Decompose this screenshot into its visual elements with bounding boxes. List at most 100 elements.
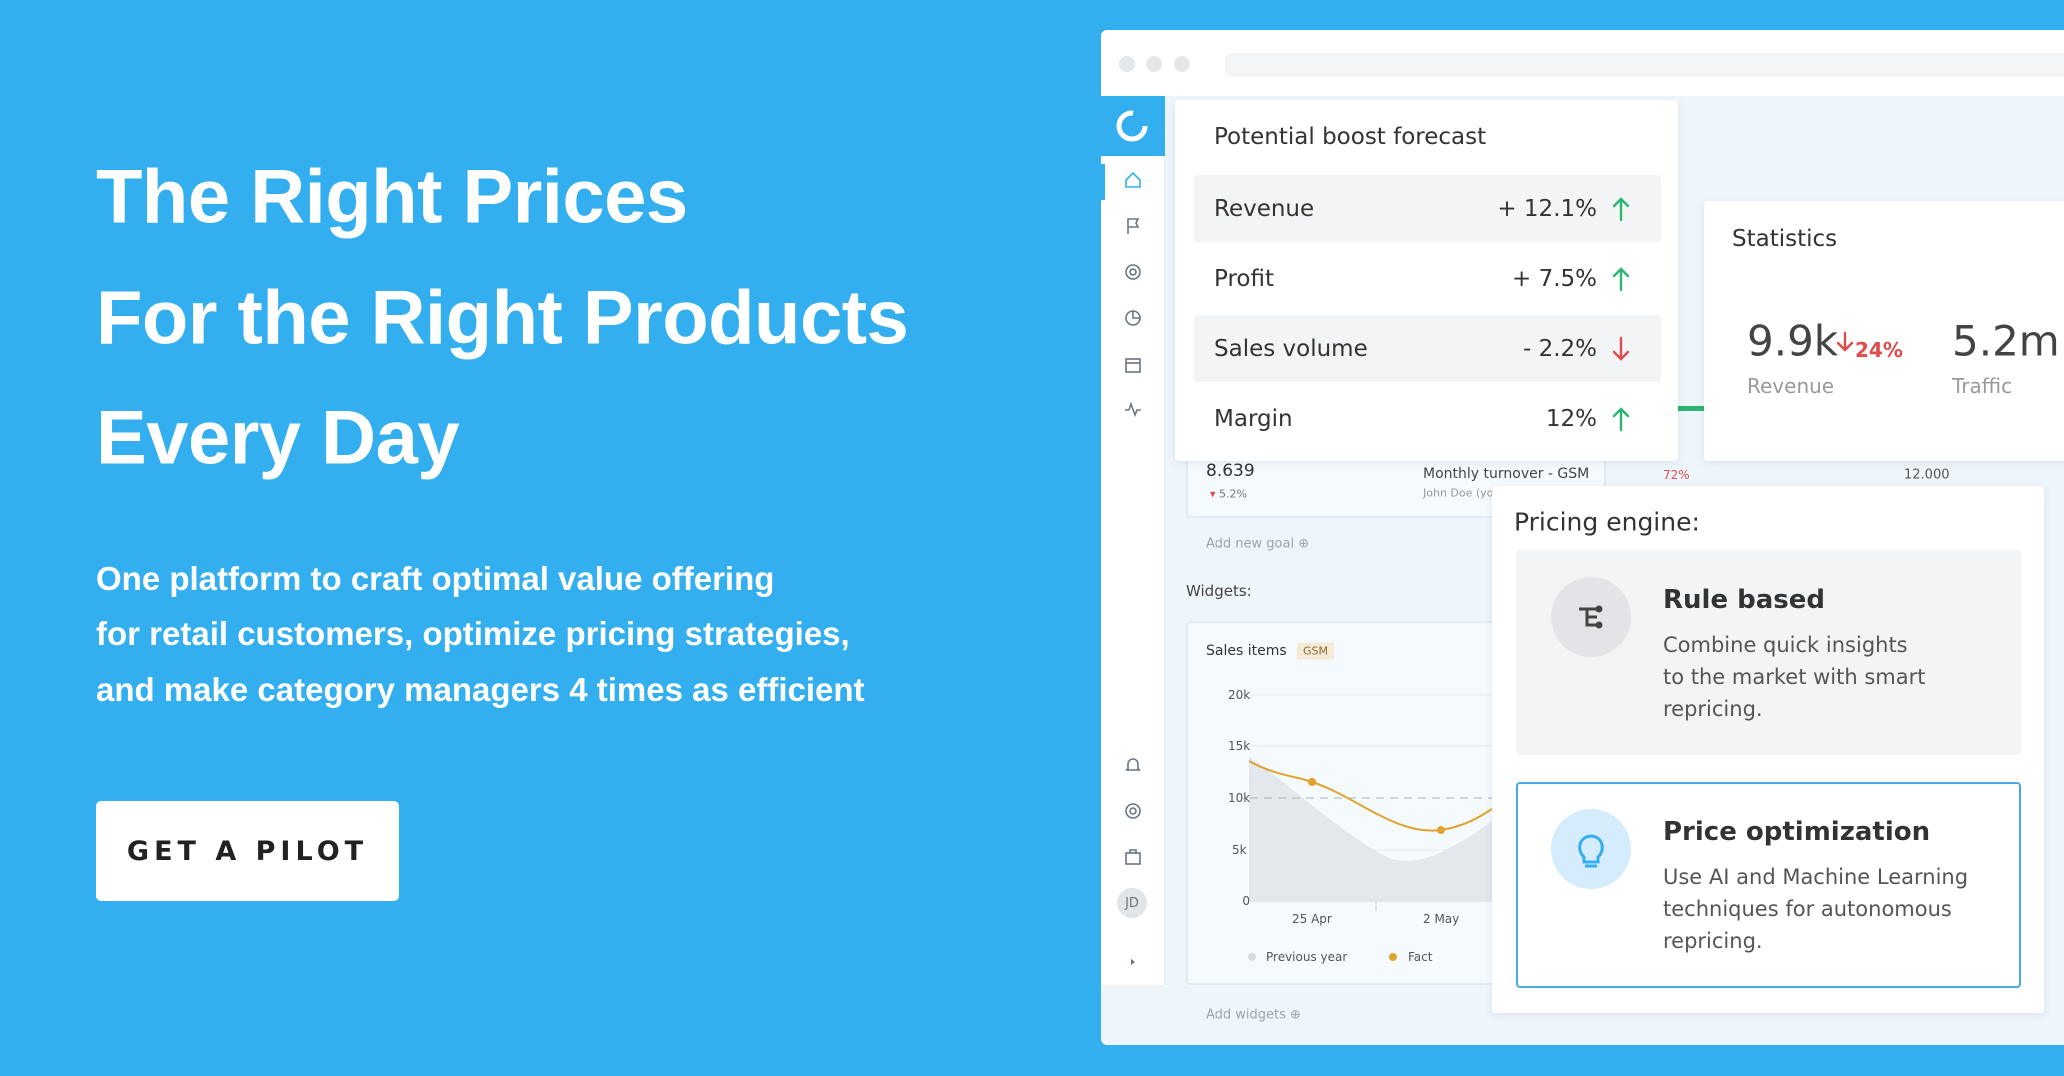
forecast-row: Profit + 7.5%	[1194, 245, 1661, 312]
add-widgets-text: Add widgets	[1206, 1007, 1286, 1023]
row-label: Profit	[1214, 265, 1274, 292]
logo	[1116, 110, 1148, 142]
arrow-shape	[1612, 406, 1630, 431]
nav-calendar[interactable]	[1122, 354, 1144, 376]
widget-title: Sales items	[1206, 643, 1287, 659]
goal-change-text: 5.2%	[1219, 487, 1247, 501]
statistics-card: Statistics 9.9k 24% Revenue 5.2m Traffic	[1704, 201, 2064, 461]
forecast-row: Revenue + 12.1%	[1194, 175, 1661, 242]
nav-pie[interactable]	[1122, 307, 1144, 329]
forecast-card: Potential boost forecast Revenue + 12.1%…	[1175, 100, 1678, 461]
legend-dot	[1389, 953, 1397, 961]
window-dot	[1146, 56, 1162, 72]
forecast-row: Margin 12%	[1194, 385, 1661, 452]
nav-briefcase[interactable]	[1122, 846, 1144, 868]
avatar[interactable]: JD	[1117, 888, 1147, 918]
trend-arrow	[1612, 196, 1630, 221]
row-value: 12%	[1545, 405, 1597, 432]
arrow-shape	[1612, 266, 1630, 291]
rule-icon	[1551, 577, 1631, 657]
browser-toolbar	[1101, 30, 2064, 96]
fact-point	[1437, 826, 1445, 834]
goal-name: Monthly turnover - GSM	[1423, 466, 1590, 482]
trend-arrow	[1612, 336, 1630, 361]
headline: The Right Prices	[96, 154, 688, 240]
option-title: Rule based	[1663, 585, 1826, 615]
widgets-label: Widgets:	[1186, 582, 1252, 600]
y-tick-label: 10k	[1228, 791, 1251, 805]
stat-change: 24%	[1855, 338, 1903, 362]
trend-arrow	[1612, 406, 1630, 431]
statistics-title: Statistics	[1732, 226, 1838, 252]
address-bar	[1225, 53, 2064, 77]
description: and make category managers 4 times as ef…	[96, 671, 865, 708]
row-label: Sales volume	[1214, 335, 1368, 362]
option-card[interactable]: Price optimization Use AI and Machine Le…	[1516, 782, 2021, 988]
y-tick-label: 20k	[1228, 688, 1251, 702]
y-tick-label: 0	[1242, 894, 1250, 908]
trend-arrow	[1612, 266, 1630, 291]
goal-progress: 72%	[1663, 468, 1690, 482]
fact-line	[1248, 760, 1493, 832]
option-description: to the market with smart	[1663, 665, 1926, 689]
nav-bell[interactable]	[1122, 754, 1144, 776]
logo-area	[1101, 96, 1165, 156]
goal-value: 8.639	[1206, 461, 1255, 481]
row-value: + 7.5%	[1511, 265, 1597, 292]
nav-target[interactable]	[1122, 261, 1144, 283]
stat-value: 9.9k	[1747, 316, 1839, 366]
nav-home[interactable]	[1122, 169, 1144, 191]
window-dot	[1174, 56, 1190, 72]
legend-dot	[1248, 953, 1256, 961]
option-title: Price optimization	[1663, 817, 1931, 847]
bulb-icon	[1551, 809, 1631, 889]
option-description: Combine quick insights	[1663, 633, 1908, 657]
forecast-row: Sales volume - 2.2%	[1194, 315, 1661, 382]
previous-year-area	[1249, 757, 1492, 901]
pricing-engine-title: Pricing engine:	[1514, 507, 1700, 537]
description: for retail customers, optimize pricing s…	[96, 615, 850, 652]
active-indicator	[1101, 164, 1105, 200]
nav-activity[interactable]	[1122, 398, 1144, 420]
add-goal[interactable]: Add new goal ⊕	[1206, 536, 1310, 552]
widget-tag: GSM	[1297, 642, 1334, 660]
row-label: Revenue	[1214, 195, 1315, 222]
option-card[interactable]: Rule based Combine quick insights to the…	[1516, 550, 2021, 755]
arrow-shape	[1612, 336, 1630, 361]
trend-arrow	[1837, 331, 1853, 352]
expand[interactable]	[1122, 951, 1144, 973]
legend-label: Fact	[1408, 950, 1433, 964]
nav-flag[interactable]	[1122, 215, 1144, 237]
arrow-shape	[1612, 196, 1630, 221]
stat-label: Traffic	[1952, 374, 2013, 398]
forecast-title: Potential boost forecast	[1214, 124, 1487, 150]
goal-target: 12.000	[1904, 467, 1950, 483]
window-dot	[1119, 56, 1135, 72]
pricing-engine-card: Pricing engine: Rule based Combine quick…	[1492, 486, 2044, 1013]
cta-button[interactable]: GET A PILOT	[96, 801, 399, 901]
sidebar: JD	[1101, 96, 1165, 985]
goal-change: ▾ 5.2%	[1210, 488, 1247, 501]
goal-owner: John Doe (you	[1423, 486, 1501, 500]
add-widgets[interactable]: Add widgets ⊕	[1206, 1007, 1301, 1023]
x-tick-label: 2 May	[1423, 912, 1460, 926]
description: One platform to craft optimal value offe…	[96, 560, 775, 597]
nav-help[interactable]	[1122, 800, 1144, 822]
add-goal-text: Add new goal	[1206, 536, 1295, 552]
headline: For the Right Products	[96, 275, 909, 361]
option-description: repricing.	[1663, 697, 1763, 721]
fact-point	[1308, 778, 1316, 786]
y-tick-label: 5k	[1232, 843, 1247, 857]
y-tick-label: 15k	[1228, 739, 1251, 753]
option-description: repricing.	[1663, 929, 1763, 953]
legend-label: Previous year	[1266, 950, 1348, 964]
stat-value: 5.2m	[1952, 316, 2060, 366]
stat-label: Revenue	[1747, 374, 1835, 398]
arrow-shape	[1837, 331, 1853, 352]
progress-bar	[1678, 406, 1704, 411]
option-description: Use AI and Machine Learning	[1663, 865, 1969, 889]
row-value: - 2.2%	[1522, 335, 1597, 362]
